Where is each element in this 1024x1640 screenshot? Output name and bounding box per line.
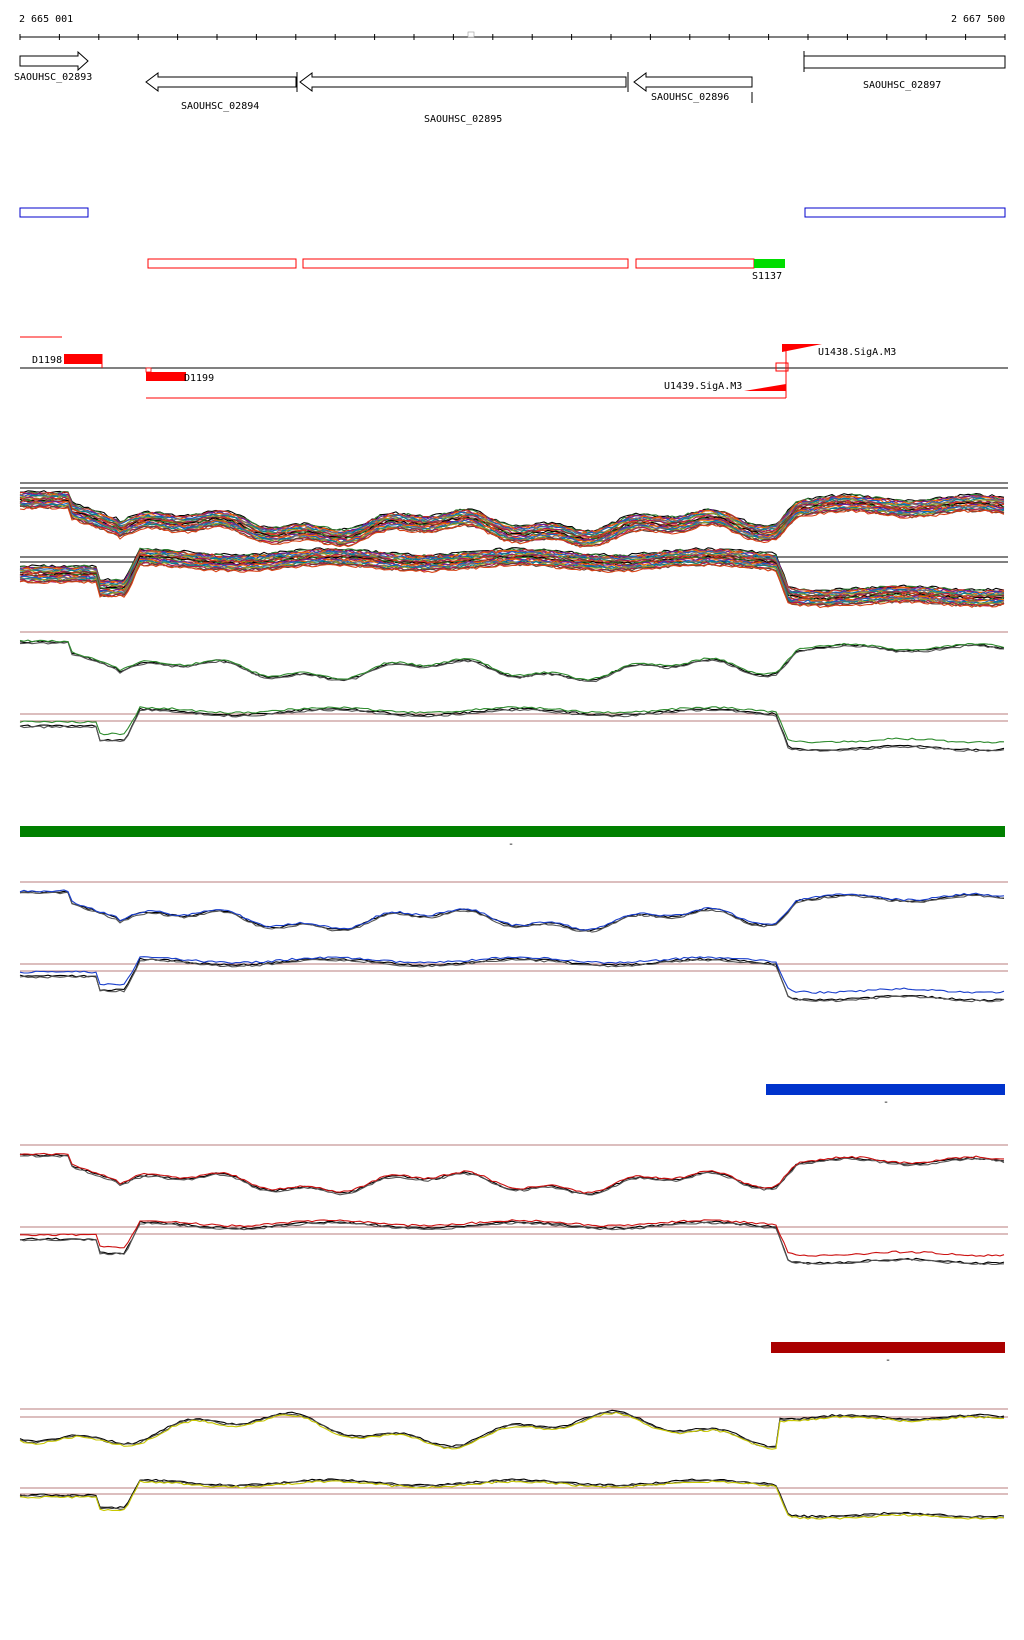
reverse-segment[interactable] [635,258,755,269]
condition-bar-marker: - [885,1355,891,1366]
promoter-box[interactable] [775,362,789,372]
ruler-end-label: 2 667 500 [951,14,1005,25]
profile-panel [19,631,1008,753]
forward-segment[interactable] [19,207,89,218]
coordinate-ruler: 2 665 001 2 667 500 [19,14,1006,40]
forward-segment-track [19,207,1006,218]
ruler-ticks [19,34,1006,40]
gene-label: SAOUHSC_02896 [651,92,729,103]
profile-panel [19,1144,1008,1266]
gene-arrow[interactable]: SAOUHSC_02893 [14,50,92,83]
condition-bar-track: - - - [20,826,1005,1366]
expression-profiles [19,482,1008,1520]
reverse-segment-track: S1137 [147,258,785,282]
condition-bar[interactable] [766,1084,1005,1095]
terminator-label: D1198 [32,355,62,366]
gene-arrow[interactable]: SAOUHSC_02895 [299,72,627,125]
forward-segment[interactable] [804,207,1006,218]
ruler-center-marker[interactable] [467,31,475,38]
gene-arrow[interactable]: SAOUHSC_02897 [803,51,1006,91]
reverse-segment[interactable] [302,258,629,269]
highlighted-segment-label: S1137 [752,271,782,282]
gene-label: SAOUHSC_02895 [424,114,502,125]
gene-label: SAOUHSC_02893 [14,72,92,83]
terminator-block[interactable] [64,354,102,364]
condition-bar[interactable] [771,1342,1005,1353]
terminator-block[interactable] [146,372,186,381]
reverse-segment[interactable] [147,258,297,269]
gene-arrow[interactable]: SAOUHSC_02896 [633,72,753,103]
promoter-flag[interactable] [782,344,822,352]
gene-track: SAOUHSC_02893 SAOUHSC_02894 SAOUHSC_0289… [14,50,1006,125]
profile-panel [19,1408,1008,1520]
profile-panel [19,881,1008,1003]
terminator-label: D1199 [184,373,214,384]
condition-bar-marker: - [508,839,514,850]
gene-label: SAOUHSC_02894 [181,101,259,112]
condition-bar[interactable] [20,826,1005,837]
promoter-flag[interactable] [744,384,786,391]
promoter-label: U1438.SigA.M3 [818,347,896,358]
gene-arrow[interactable]: SAOUHSC_02894 [145,72,297,112]
gene-label: SAOUHSC_02897 [863,80,941,91]
ruler-start-label: 2 665 001 [19,14,73,25]
condition-bar-marker: - [883,1097,889,1108]
highlighted-segment[interactable] [754,259,785,268]
feature-track: D1198 D1199 U1438.SigA.M3 U1439.SigA.M3 [20,336,1008,399]
profile-panel [19,547,1008,609]
profile-panel [19,482,1008,548]
promoter-label: U1439.SigA.M3 [664,381,742,392]
